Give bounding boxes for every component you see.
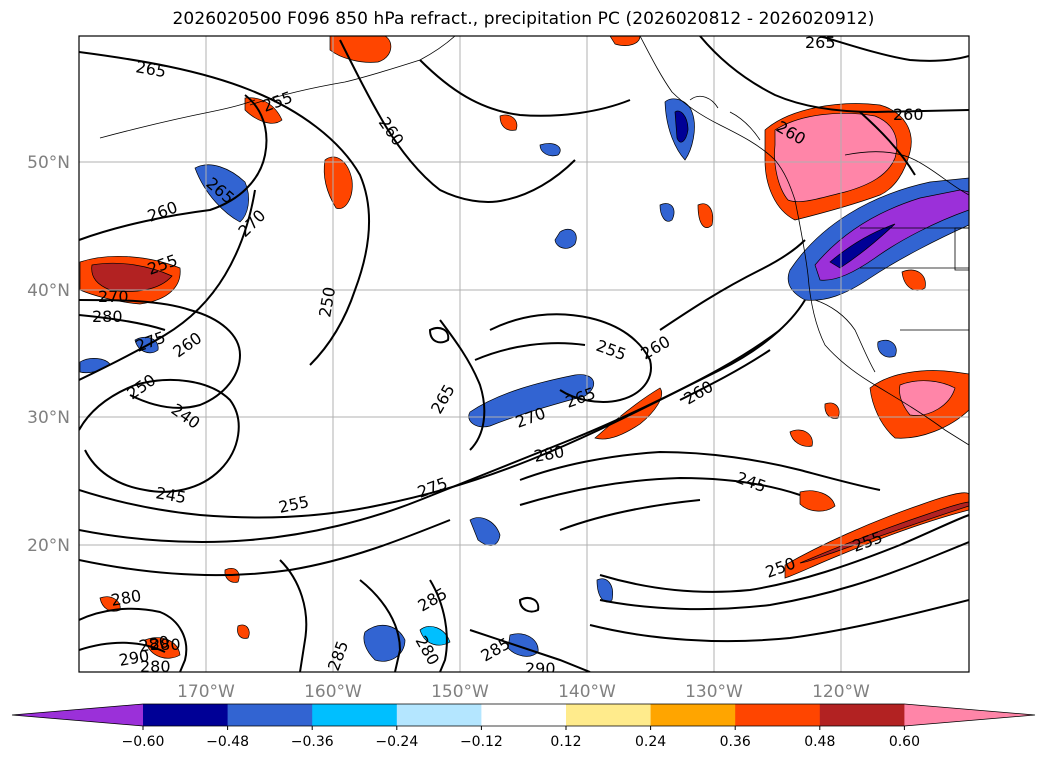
lat-label-30n: 30°N	[27, 408, 70, 428]
colorbar-segment	[312, 704, 398, 726]
colorbar-tick-label: −0.24	[375, 734, 418, 750]
colorbar-segment	[819, 704, 905, 726]
latitude-labels: 50°N 40°N 30°N 20°N	[27, 153, 70, 556]
colorbar-segment	[227, 704, 313, 726]
lon-label-130w: 130°W	[685, 682, 743, 702]
longitude-labels: 170°W 160°W 150°W 140°W 130°W 120°W	[177, 682, 870, 702]
contour-label: 270	[98, 287, 129, 306]
precip-negative-shading	[79, 98, 969, 662]
colorbar-segment	[735, 704, 821, 726]
colorbar-tick-label: −0.12	[460, 734, 503, 750]
colorbar-segment	[396, 704, 482, 726]
colorbar-tick-label: 0.36	[720, 734, 751, 750]
lon-label-150w: 150°W	[431, 682, 489, 702]
colorbar-tick-label: 0.60	[889, 734, 920, 750]
lon-label-170w: 170°W	[177, 682, 235, 702]
colorbar-tick-label: −0.48	[206, 734, 249, 750]
colorbar-tick-label: −0.36	[291, 734, 334, 750]
map-title: 2026020500 F096 850 hPa refract., precip…	[172, 9, 875, 29]
lon-label-160w: 160°W	[304, 682, 362, 702]
lat-label-50n: 50°N	[27, 153, 70, 173]
contour-label: 260	[893, 105, 924, 124]
contour-label: 280	[140, 657, 171, 676]
colorbar-tick-label: 0.12	[550, 734, 581, 750]
lat-label-20n: 20°N	[27, 536, 70, 556]
contour-label: 280	[92, 307, 123, 326]
colorbar-segment	[143, 704, 229, 726]
lon-label-120w: 120°W	[812, 682, 870, 702]
refractivity-contours	[79, 36, 969, 672]
colorbar-segment	[481, 704, 567, 726]
contour-label: 290	[525, 659, 556, 678]
contour-label: 265	[805, 33, 836, 52]
colorbar-segment	[650, 704, 736, 726]
colorbar-segment	[566, 704, 652, 726]
colorbar-tick-label: −0.60	[122, 734, 165, 750]
lon-label-140w: 140°W	[558, 682, 616, 702]
map-frame	[78, 35, 970, 673]
colorbar-tick-label: 0.48	[804, 734, 835, 750]
colorbar-tick-label: 0.24	[635, 734, 666, 750]
contour-label: 280	[150, 635, 181, 654]
colorbar-extend-low	[12, 704, 143, 726]
coastlines	[99, 36, 969, 446]
colorbar: −0.60 −0.48 −0.36 −0.24 −0.12 0.12 0.24 0.36 0.4…	[11, 703, 1036, 750]
colorbar-extend-high	[904, 704, 1035, 726]
lat-label-40n: 40°N	[27, 281, 70, 301]
